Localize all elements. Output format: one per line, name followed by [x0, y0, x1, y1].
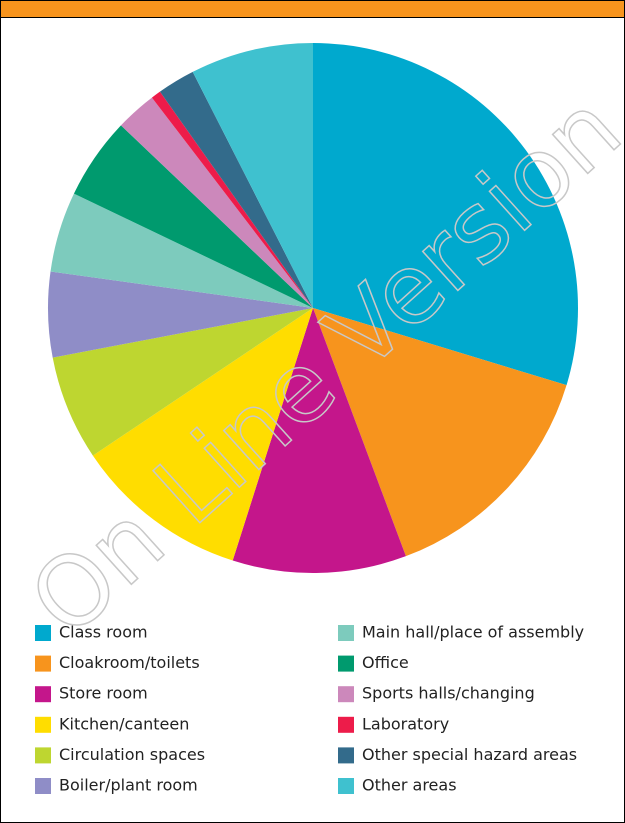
pie-slice: [192, 43, 313, 308]
pie-slice: [159, 71, 313, 308]
header-bar: [0, 0, 625, 18]
legend-swatch: [35, 655, 51, 672]
legend-label: Sports halls/changing: [362, 684, 535, 703]
pie-slice: [50, 193, 314, 308]
legend-swatch: [338, 747, 354, 764]
legend-label: Circulation spaces: [59, 745, 205, 764]
legend-label: Other areas: [362, 776, 457, 795]
pie-slice: [313, 308, 567, 557]
legend-swatch: [35, 625, 51, 641]
legend-label: Store room: [59, 684, 148, 703]
legend-label: Cloakroom/toilets: [59, 653, 200, 672]
legend-swatch: [338, 716, 354, 733]
legend-label: Boiler/plant room: [59, 776, 198, 795]
pie-slice: [73, 125, 313, 308]
pie-slice: [52, 308, 313, 456]
legend-label: Other special hazard areas: [362, 745, 577, 764]
legend-swatch: [338, 625, 354, 641]
legend-label: Laboratory: [362, 714, 449, 733]
legend-swatch: [35, 716, 51, 733]
pie-slice: [313, 43, 578, 386]
pie-slice: [92, 308, 313, 561]
legend: Class room Cloakroom/toilets Store room Kit…: [35, 623, 584, 795]
legend-label: Office: [362, 653, 409, 672]
legend-swatch: [35, 778, 51, 794]
legend-swatch: [35, 686, 51, 703]
legend-swatch: [338, 778, 354, 794]
legend-swatch: [35, 747, 51, 764]
legend-swatch: [338, 655, 354, 672]
pie: [48, 43, 578, 574]
pie-slice: [120, 97, 313, 308]
legend-label: Kitchen/canteen: [59, 714, 189, 733]
legend-swatch: [338, 686, 354, 703]
pie-slice: [48, 271, 314, 358]
pie-slice: [151, 91, 313, 308]
legend-label: Main hall/place of assembly: [362, 623, 584, 642]
legend-label: Class room: [59, 623, 148, 642]
pie-slice: [232, 308, 406, 574]
